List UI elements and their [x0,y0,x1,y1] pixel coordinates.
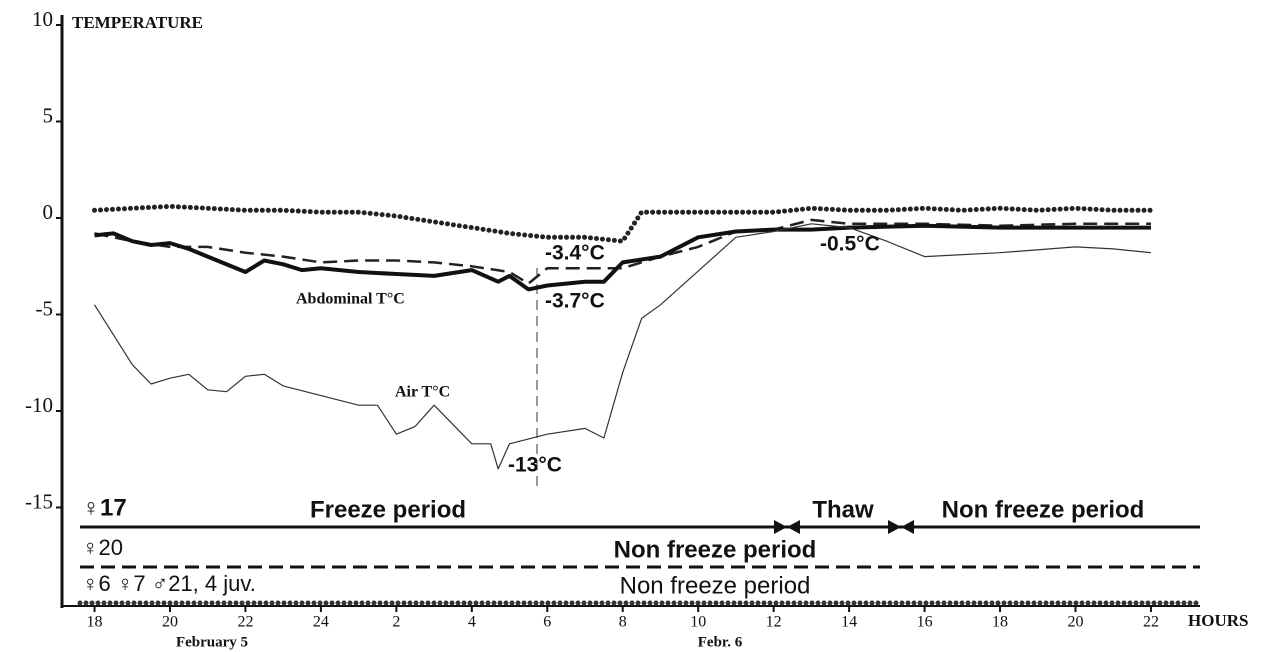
x-tick-label: 2 [392,614,400,631]
y-tick-label: -15 [25,489,53,513]
x-tick-label: 18 [992,614,1008,631]
y-tick-label: 10 [32,7,53,31]
x-tick-label: 20 [1067,614,1083,631]
y-tick-label: -10 [25,393,53,417]
period-label: Non freeze period [942,496,1145,523]
x-tick-label: 14 [841,614,857,631]
x-tick-label: 22 [1143,614,1159,631]
x-axis-label: HOURS [1188,611,1248,630]
x-tick-label: 10 [690,614,706,631]
y-axis-label: TEMPERATURE [72,13,203,32]
date-label: February 5 [176,634,248,650]
series-name: ♀6 ♀7 ♂21, 4 juv. [82,571,256,596]
x-tick-label: 22 [237,614,253,631]
y-tick-label: -5 [36,296,54,320]
period-label: Freeze period [310,496,466,523]
annotation: -13°C [508,454,562,477]
x-tick-label: 16 [917,614,933,631]
annotation: -0.5°C [820,233,880,256]
x-tick-label: 24 [313,614,329,631]
series-name: ♀20 [82,535,123,560]
x-tick-label: 8 [619,614,627,631]
x-tick-label: 6 [543,614,551,631]
period-label: Non freeze period [620,572,811,599]
line-series [93,223,1152,470]
line-series [94,223,1151,292]
date-label: Febr. 6 [698,634,743,650]
x-tick-label: 20 [162,614,178,631]
x-tick-label: 12 [766,614,782,631]
annotation: -3.4°C [545,242,605,265]
y-tick-label: 5 [43,103,54,127]
line-series [92,203,1154,244]
x-tick-label: 4 [468,614,476,631]
series-name: ♀17 [82,494,127,521]
annotation: -3.7°C [545,290,605,313]
annotation: Abdominal T°C [296,291,405,308]
y-tick-label: 0 [43,200,54,224]
period-label: Non freeze period [614,536,817,563]
period-label: Thaw [812,496,874,523]
x-tick-label: 18 [87,614,103,631]
series-name: Air T°C [395,384,450,401]
line-series [94,218,1151,285]
